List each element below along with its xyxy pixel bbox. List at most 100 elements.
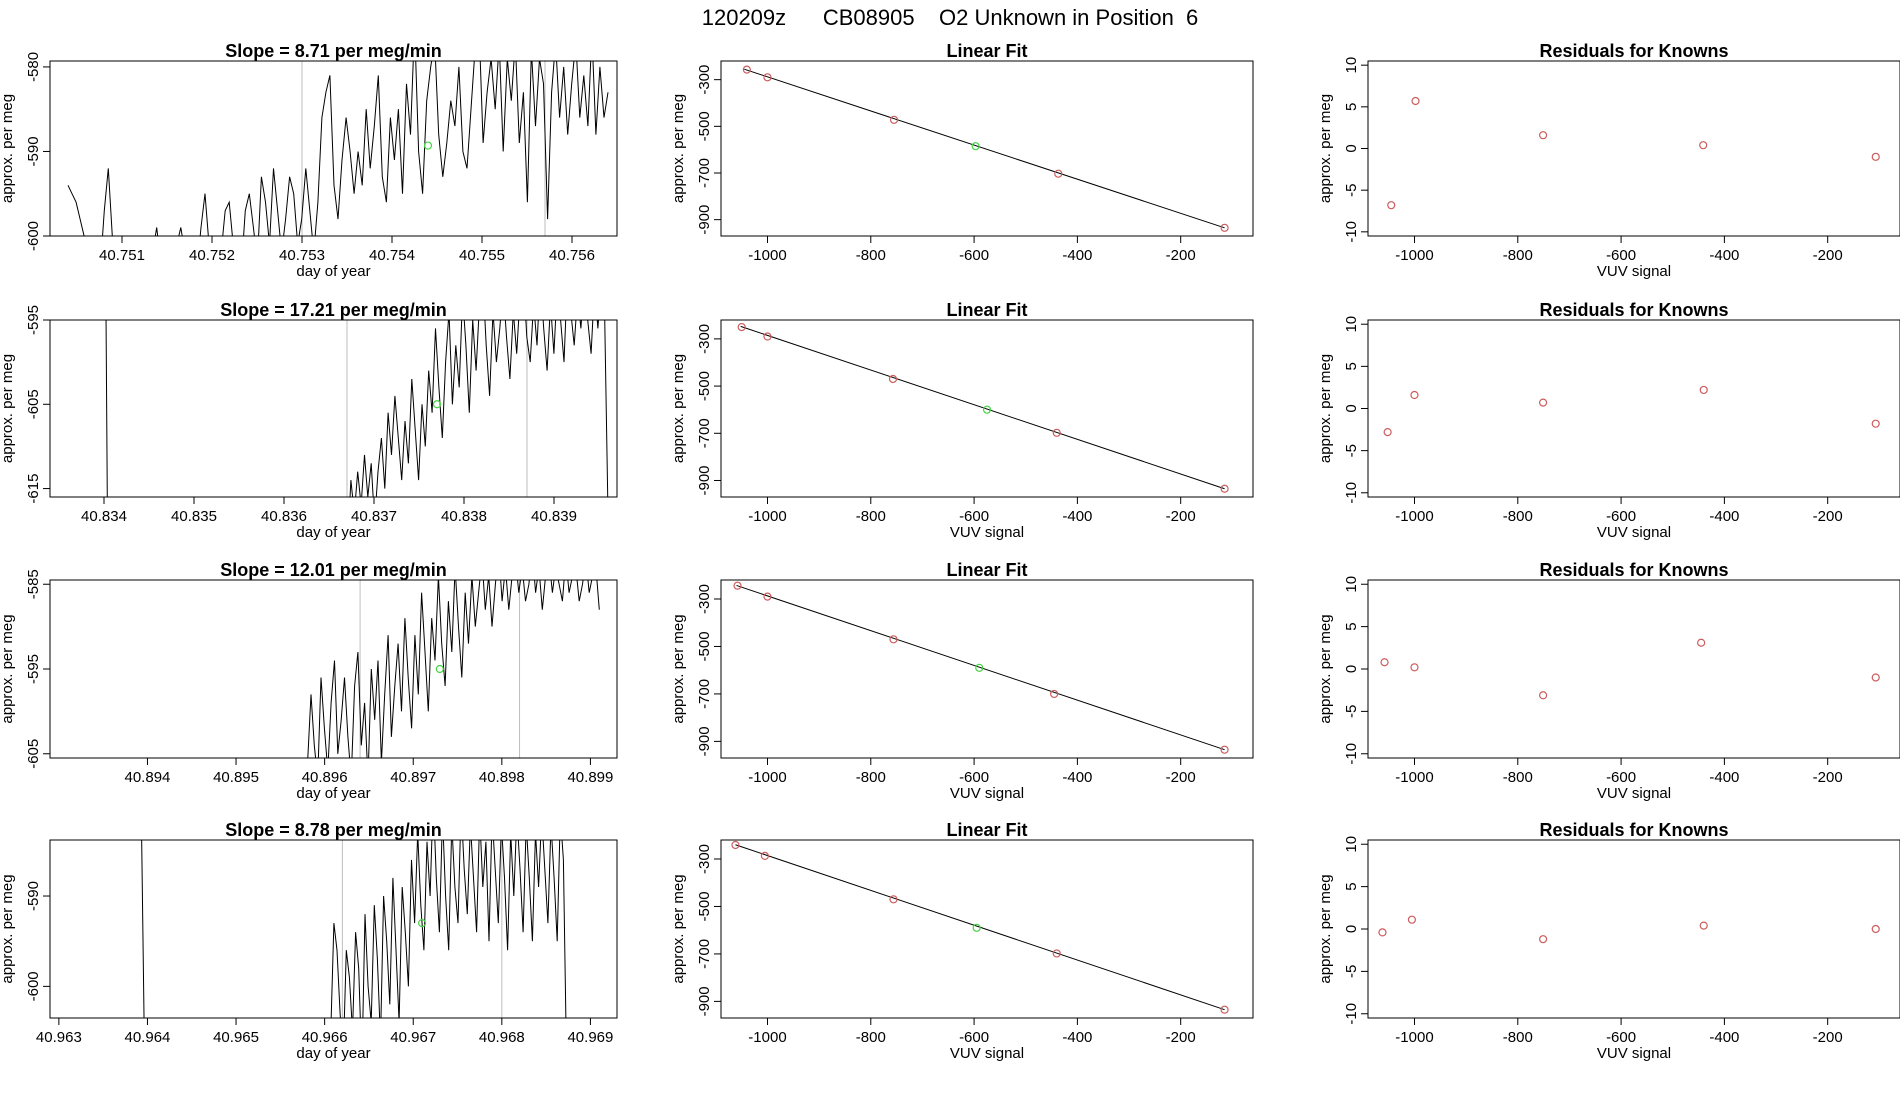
y-tick-label: -10 [1343,482,1360,504]
y-axis-label: approx. per meg [0,354,16,463]
y-tick-label: -605 [25,739,42,769]
x-tick-label: -1000 [1395,769,1433,786]
y-tick-label: -900 [696,465,713,495]
x-tick-label: -600 [1606,769,1636,786]
y-tick-label: 0 [1343,665,1360,673]
y-tick-label: -600 [25,971,42,1001]
y-tick-label: -900 [696,205,713,235]
y-axis-label: approx. per meg [670,874,687,983]
chart-title: Residuals for Knowns [1539,560,1728,580]
y-tick-label: -10 [1343,743,1360,765]
residual-point [1383,428,1392,437]
x-tick-label: -600 [959,769,989,786]
known-point [1050,689,1059,699]
y-tick-label: -10 [1343,221,1360,243]
x-axis-label: VUV signal [1597,1045,1671,1062]
y-tick-label: 10 [1343,316,1360,333]
x-tick-label: -1000 [748,1029,786,1046]
x-tick-label: -600 [959,247,989,264]
y-axis-label: approx. per meg [0,874,16,983]
x-tick-label: -1000 [748,247,786,264]
y-axis-label: approx. per meg [670,94,687,203]
x-tick-label: 40.899 [567,769,613,786]
y-tick-label: -590 [25,136,42,166]
x-tick-label: -400 [1062,1029,1092,1046]
y-tick-label: -590 [25,881,42,911]
x-tick-label: 40.966 [302,1029,348,1046]
plot-area [1380,638,1880,700]
plot-frame [49,579,618,759]
residual-point [1699,141,1708,150]
y-tick-label: 5 [1343,362,1360,370]
x-tick-label: -800 [1503,1029,1533,1046]
known-point [737,322,746,332]
x-tick-label: -600 [1606,508,1636,525]
residual-point [1410,390,1419,400]
y-tick-label: -595 [25,305,42,335]
panel-3-0: Slope = 8.78 per meg/min 40.963 40.964 40.9… [0,820,618,1062]
x-tick-label: 40.965 [213,1029,259,1046]
x-tick-label: -1000 [1395,508,1433,525]
unknown-point [432,400,442,409]
x-tick-label: -400 [1709,769,1739,786]
x-axis-label: VUV signal [950,785,1024,802]
x-tick-label: -200 [1813,508,1843,525]
chart-title: Residuals for Knowns [1539,820,1728,840]
y-axis-label: approx. per meg [1317,874,1334,983]
y-tick-label: 0 [1343,925,1360,933]
y-tick-label: -5 [1343,444,1360,457]
known-point [1220,484,1229,493]
x-tick-label: 40.839 [531,508,577,525]
plot-frame [49,60,618,237]
x-tick-label: -800 [856,769,886,786]
known-point [1220,223,1229,232]
x-axis-label: VUV signal [1597,263,1671,280]
known-point [888,374,898,384]
chart-title: Slope = 17.21 per meg/min [220,300,447,320]
x-tick-label: 40.969 [567,1029,613,1046]
signal-line [307,580,600,758]
known-point [889,895,898,904]
residual-point [1411,96,1420,106]
y-axis-label: approx. per meg [1317,614,1334,723]
y-tick-label: -5 [1343,183,1360,196]
y-tick-label: -615 [25,474,42,504]
chart-title: Residuals for Knowns [1539,41,1728,61]
y-tick-label: -900 [696,986,713,1016]
chart-title: Slope = 12.01 per meg/min [220,560,447,580]
y-tick-label: -585 [25,569,42,599]
panel-0-1: Linear Fit -1000 -800 -600 -400 -200 -900 -700 -… [670,41,1254,264]
unknown-point [982,405,992,414]
plot-frame [720,839,1254,1019]
plot-area [1387,96,1880,210]
x-axis-label: day of year [296,524,370,541]
plot-area [105,320,609,497]
chart-title: Linear Fit [946,41,1027,61]
x-tick-label: -1000 [748,769,786,786]
residual-point [1538,691,1548,700]
x-axis-label: day of year [296,263,370,280]
x-tick-label: -400 [1062,247,1092,264]
x-tick-label: -200 [1813,769,1843,786]
y-tick-label: 5 [1343,882,1360,890]
x-tick-label: -1000 [1395,1029,1433,1046]
y-tick-label: -600 [25,221,42,251]
y-tick-label: -700 [696,418,713,448]
y-axis-label: approx. per meg [670,354,687,463]
known-point [763,332,772,341]
unknown-point [417,919,427,928]
x-tick-label: 40.894 [125,769,171,786]
x-tick-label: -800 [856,1029,886,1046]
x-tick-label: -1000 [748,508,786,525]
panel-1-0: Slope = 17.21 per meg/min 40.834 40.835 40.… [0,300,618,541]
residual-point [1697,638,1706,647]
known-point [889,635,898,644]
x-tick-label: -800 [1503,247,1533,264]
known-point [731,840,740,850]
y-tick-label: -500 [696,111,713,141]
y-tick-label: -605 [25,389,42,419]
x-tick-label: 40.895 [213,769,259,786]
x-tick-label: -800 [1503,769,1533,786]
y-tick-label: -700 [696,939,713,969]
